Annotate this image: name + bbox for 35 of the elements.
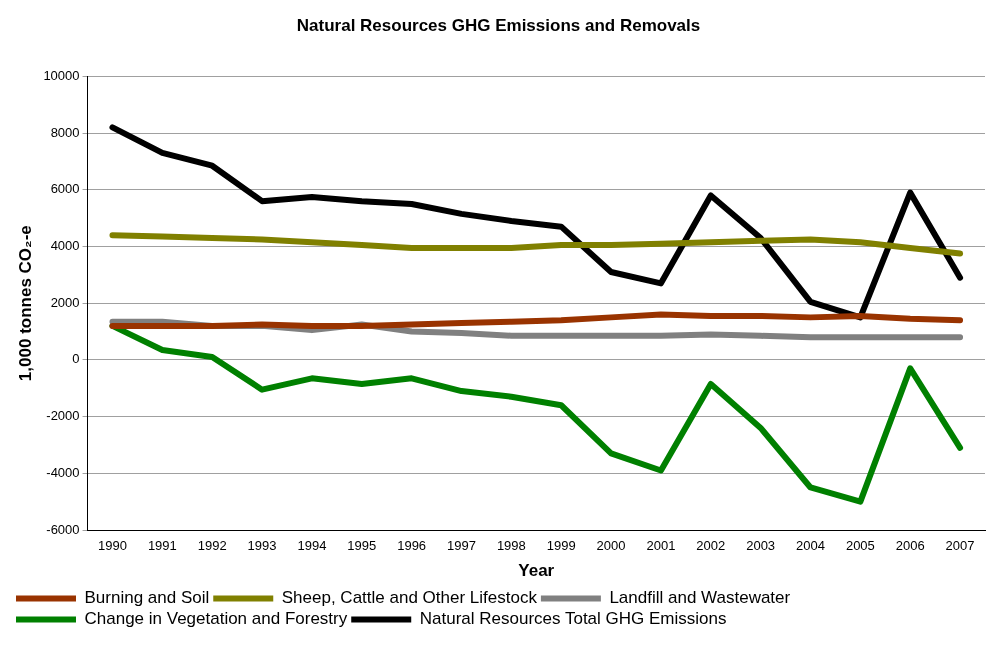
legend-label: Landfill and Wastewater	[609, 588, 791, 608]
x-tick-label: 1993	[247, 538, 277, 554]
x-tick-label: 2000	[596, 538, 626, 554]
legend-label: Natural Resources Total GHG Emissions	[419, 609, 727, 629]
y-tick-label: 2000	[50, 294, 80, 310]
legend-label: Burning and Soil	[84, 588, 210, 608]
y-tick-label: -6000	[46, 521, 80, 537]
y-tick-label: 6000	[50, 181, 80, 197]
x-tick-label: 1991	[147, 538, 177, 554]
x-axis-title: Year	[518, 561, 555, 581]
y-tick-label: -2000	[46, 408, 80, 424]
x-tick-label: 1995	[347, 538, 377, 554]
y-tick-label: 8000	[50, 124, 80, 140]
y-tick-label: 0	[72, 351, 80, 367]
x-tick-label: 2005	[845, 538, 875, 554]
x-tick-label: 2007	[945, 538, 975, 554]
y-tick-label: 10000	[43, 67, 80, 83]
x-tick-label: 1999	[546, 538, 576, 554]
x-tick-label: 1997	[447, 538, 476, 554]
x-tick-label: 2006	[895, 538, 925, 554]
x-tick-label: 2003	[746, 538, 776, 554]
x-tick-label: 1998	[496, 538, 526, 554]
x-tick-label: 2002	[696, 538, 726, 554]
legend-label: Sheep, Cattle and Other Lifestock	[281, 588, 538, 608]
legend-label: Change in Vegetation and Forestry	[84, 609, 348, 629]
x-tick-label: 2001	[646, 538, 676, 554]
y-axis-title: 1,000 tonnes CO₂-e	[15, 225, 35, 382]
x-tick-label: 1994	[297, 538, 327, 554]
x-tick-label: 1996	[397, 538, 427, 554]
x-tick-label: 1992	[197, 538, 227, 554]
x-tick-label: 2004	[796, 538, 825, 554]
x-tick-label: 1990	[98, 538, 127, 554]
chart-title: Natural Resources GHG Emissions and Removals	[296, 15, 701, 35]
y-tick-label: -4000	[46, 464, 80, 480]
y-tick-label: 4000	[50, 238, 80, 254]
